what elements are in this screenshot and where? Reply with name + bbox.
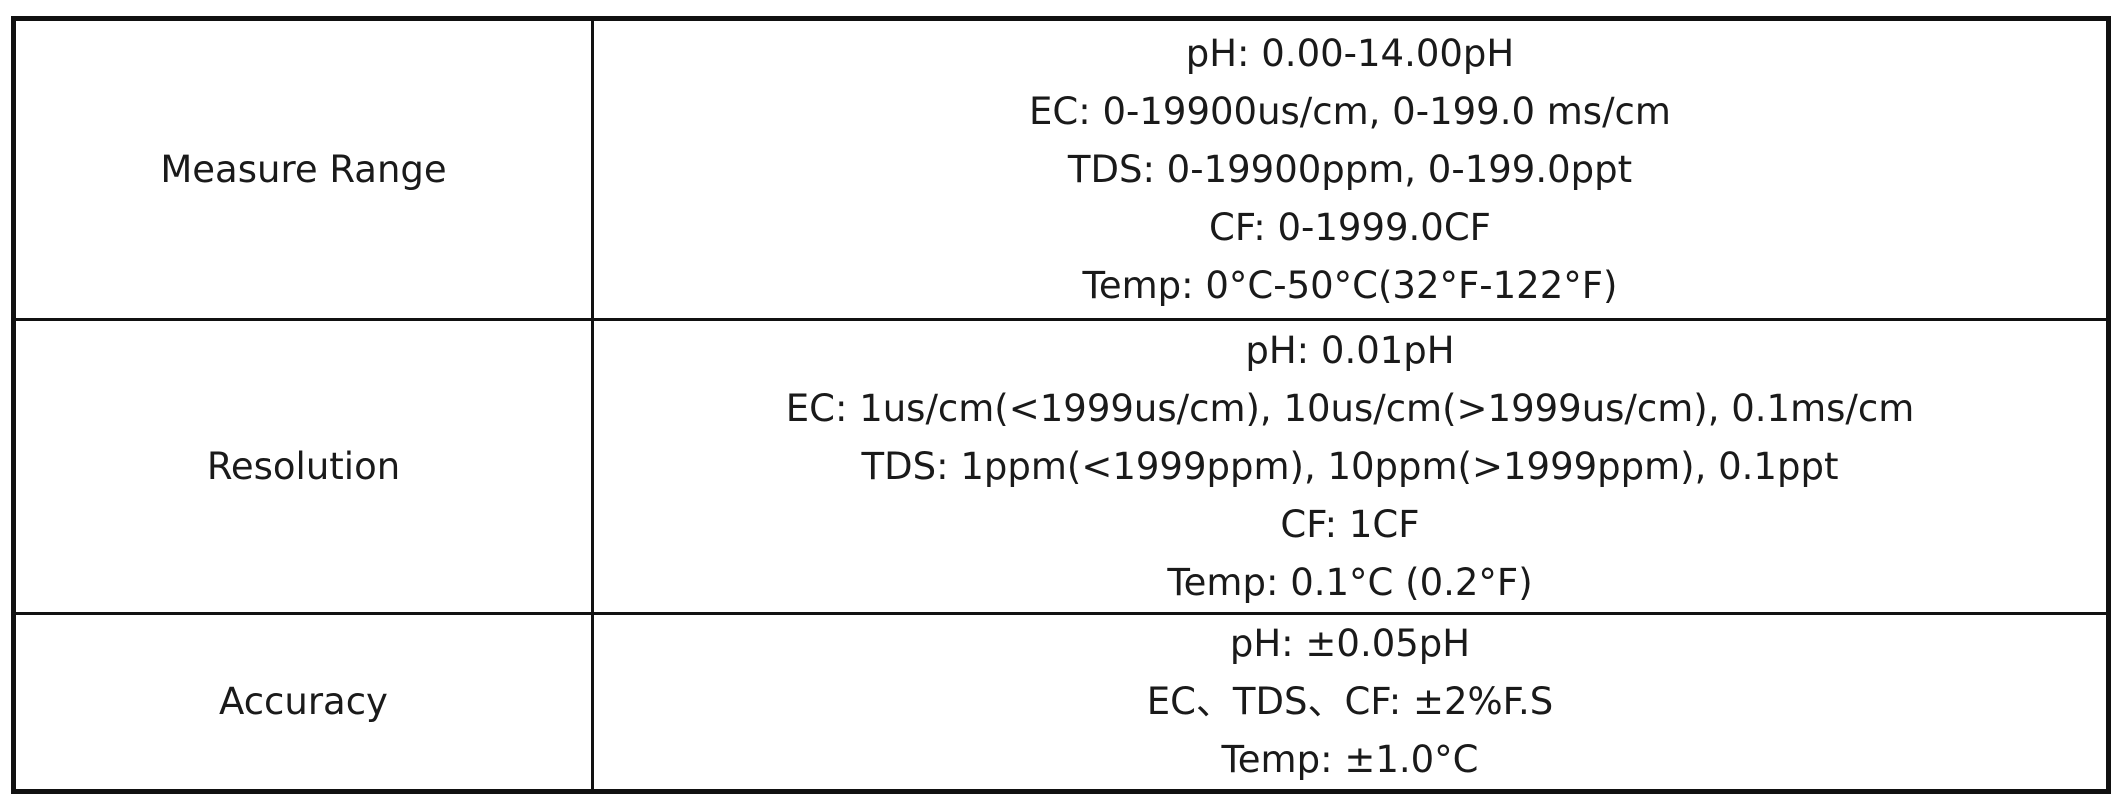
- spec-line: pH: 0.01pH: [1245, 328, 1455, 372]
- row-label: Resolution: [12, 318, 594, 615]
- row-label: Accuracy: [12, 612, 594, 793]
- spec-line: Temp: ±1.0°C: [1221, 738, 1479, 781]
- spec-line: TDS: 1ppm(<1999ppm), 10ppm(>1999ppm), 0.…: [861, 444, 1839, 488]
- spec-line: CF: 1CF: [1280, 502, 1420, 546]
- spec-line: EC、TDS、CF: ±2%F.S: [1146, 680, 1554, 723]
- table-row: Measure Range pH: 0.00-14.00pH EC: 0-19900…: [12, 17, 2110, 321]
- spec-line: EC: 1us/cm(<1999us/cm), 10us/cm(>1999us/…: [785, 386, 1915, 430]
- table-row: Resolution pH: 0.01pH EC: 1us/cm(<1999us/c…: [12, 318, 2110, 615]
- spec-line: TDS: 0-19900ppm, 0-199.0ppt: [1067, 147, 1633, 191]
- spec-line: CF: 0-1999.0CF: [1209, 205, 1491, 249]
- table-row: Accuracy pH: ±0.05pH EC、TDS、CF: ±2%F.S Temp…: [12, 612, 2110, 793]
- spec-line: pH: ±0.05pH: [1229, 622, 1471, 665]
- spec-line: Temp: 0°C-50°C(32°F-122°F): [1082, 263, 1618, 307]
- spec-table: Measure Range pH: 0.00-14.00pH EC: 0-19900…: [11, 16, 2111, 794]
- spec-line: pH: 0.00-14.00pH: [1185, 31, 1515, 75]
- row-values: pH: ±0.05pH EC、TDS、CF: ±2%F.S Temp: ±1.0°C: [591, 612, 2110, 793]
- spec-line: EC: 0-19900us/cm, 0-199.0 ms/cm: [1029, 89, 1671, 133]
- table-body: Measure Range pH: 0.00-14.00pH EC: 0-19900…: [12, 17, 2110, 793]
- row-label: Measure Range: [12, 17, 594, 321]
- row-values: pH: 0.00-14.00pH EC: 0-19900us/cm, 0-199.…: [591, 17, 2110, 321]
- spec-line: Temp: 0.1°C (0.2°F): [1167, 560, 1533, 604]
- row-values: pH: 0.01pH EC: 1us/cm(<1999us/cm), 10us/c…: [591, 318, 2110, 615]
